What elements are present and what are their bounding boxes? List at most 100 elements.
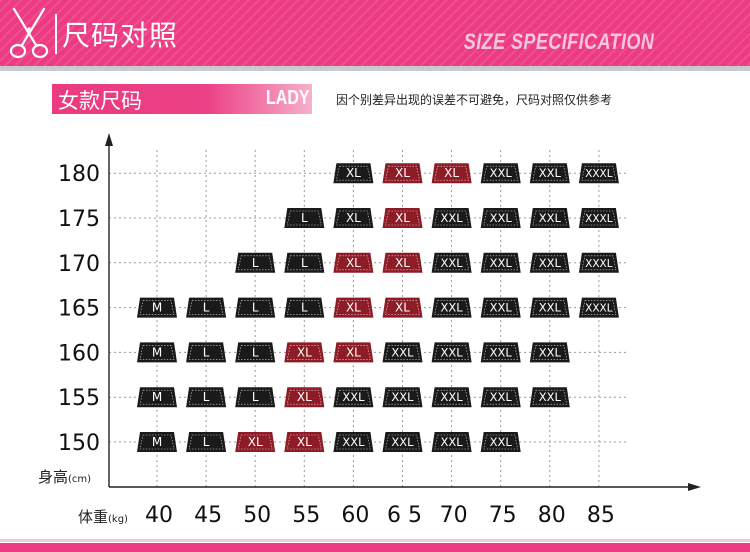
size-tag-label: L (301, 211, 308, 225)
size-tag-stitch (532, 300, 568, 315)
size-tag-stitch (286, 300, 322, 315)
size-tag (529, 387, 570, 408)
y-tick-label: 170 (58, 252, 100, 277)
size-tag-label: XXL (441, 390, 464, 404)
size-tag (186, 387, 227, 408)
size-tag-stitch (581, 255, 617, 271)
size-tag-stitch (286, 255, 322, 271)
y-tick-label: 160 (58, 341, 100, 366)
size-tag (284, 208, 325, 228)
size-tag-stitch (532, 210, 568, 226)
size-tag (431, 387, 472, 408)
header-pattern (0, 0, 750, 66)
size-tag-stitch (532, 389, 568, 405)
size-tag-label: XXL (490, 256, 513, 270)
size-tag-label: XXL (539, 345, 562, 359)
section-title: 女款尺码 (58, 89, 142, 113)
size-tag-label: L (252, 256, 259, 270)
footer-stripe (0, 539, 750, 542)
header-banner (0, 0, 750, 66)
size-tag-stitch (434, 300, 469, 315)
size-tag-stitch (139, 345, 175, 360)
size-tag-stitch (581, 300, 617, 315)
size-tag-stitch (286, 389, 322, 405)
size-tag-label: XXXL (585, 303, 613, 315)
x-tick-label: 55 (292, 503, 320, 528)
x-tick-label: 80 (538, 503, 566, 528)
size-tag-stitch (237, 300, 273, 315)
x-tick-label: 40 (145, 503, 173, 528)
size-tag-label: XXL (490, 390, 513, 404)
size-tag-label: XL (395, 301, 410, 315)
size-tag (578, 252, 619, 273)
size-tag (578, 163, 619, 184)
x-tick-label: 75 (489, 503, 517, 528)
size-tag-label: XXXL (585, 258, 613, 270)
size-tag (382, 163, 423, 184)
size-tag (333, 432, 374, 452)
size-tag (235, 297, 276, 318)
size-tag-stitch (532, 165, 568, 181)
section-title-en: LADY (266, 87, 310, 109)
size-tag-stitch (336, 165, 371, 181)
size-tag-label: XXXL (585, 213, 613, 225)
size-tag-label: XXXL (585, 168, 613, 180)
size-tag-label: L (301, 256, 308, 270)
x-tick-label: 50 (243, 503, 271, 528)
size-tag-label: XXL (539, 166, 562, 180)
size-tag (480, 342, 521, 363)
size-tag (382, 297, 423, 318)
y-axis-arrow (105, 133, 113, 146)
size-tag-stitch (385, 210, 420, 226)
size-tag-label: XL (248, 435, 263, 449)
size-tag-label: XXL (539, 390, 562, 404)
size-tag (480, 252, 521, 273)
size-tag-stitch (336, 255, 371, 271)
size-tag (382, 432, 423, 452)
size-tag-label: XXL (441, 256, 464, 270)
size-tag-stitch (483, 389, 519, 405)
size-tag (529, 342, 570, 363)
size-tag-label: XXL (490, 345, 513, 359)
size-tag-stitch (139, 389, 175, 405)
size-tag-stitch (286, 345, 322, 360)
size-tag (333, 163, 374, 184)
size-tag-label: XL (346, 301, 361, 315)
scissors-icon (9, 7, 49, 59)
size-tag-label: XXL (490, 166, 513, 180)
size-tag-label: XXL (539, 211, 562, 225)
x-tick-label: 6 5 (387, 503, 422, 528)
size-tag-stitch (139, 300, 175, 315)
size-tag-stitch (483, 165, 519, 181)
size-tag-label: XXL (490, 211, 513, 225)
size-tag (382, 387, 423, 408)
size-tag-stitch (336, 434, 371, 450)
x-tick-label: 45 (194, 503, 222, 528)
size-tag-stitch (385, 434, 420, 450)
size-tag-stitch (385, 165, 420, 181)
size-tag-stitch (434, 165, 469, 181)
size-tag (431, 252, 472, 273)
y-axis-label: 身高(cm) (38, 468, 92, 486)
size-tag (333, 342, 374, 363)
size-tag (235, 252, 276, 273)
size-tag-label: XXL (441, 345, 464, 359)
size-tag-label: L (203, 301, 210, 315)
size-tag-label: XXL (441, 301, 464, 315)
size-tag-stitch (336, 389, 371, 405)
size-tag (333, 297, 374, 318)
x-tick-label: 70 (440, 503, 468, 528)
size-tag (284, 342, 325, 363)
size-tag-label: XL (297, 435, 312, 449)
size-tag-label: XL (395, 166, 410, 180)
size-tag-stitch (237, 434, 273, 450)
size-tag (529, 252, 570, 273)
size-tag-stitch (483, 255, 519, 271)
size-tag-label: L (252, 390, 259, 404)
size-tag-stitch (385, 345, 420, 360)
page-title: 尺码对照 (62, 19, 179, 52)
size-tag-stitch (532, 255, 568, 271)
size-tag-label: XXL (391, 390, 414, 404)
size-tag-stitch (483, 210, 519, 226)
